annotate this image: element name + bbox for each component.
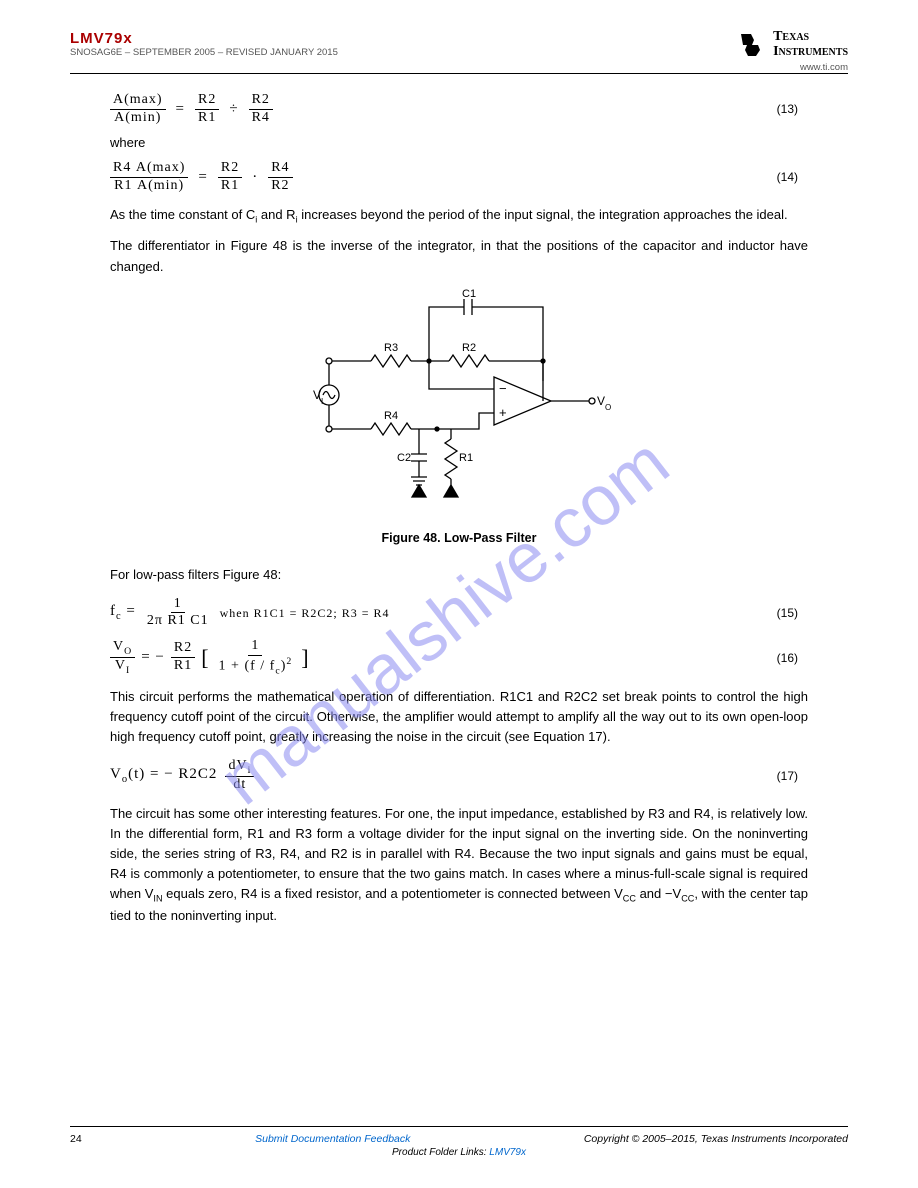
paragraph-4: The circuit has some other interesting f… [110,804,808,926]
eq14-r2: R2 [218,160,242,178]
eq13-lhs-num: A(max) [110,92,166,110]
eq16-eq: = − [141,646,165,669]
eq16-lb: [ [201,641,209,674]
top-header: LMV79x SNOSAG6E – SEPTEMBER 2005 – REVIS… [70,30,848,60]
eq16-vi: VI [112,658,133,677]
eq14-label: (14) [777,168,808,186]
eq15-den: 2π R1 C1 [144,613,212,630]
eq16-rb: ] [301,641,309,674]
eq17-lhs: Vo(t) = − R2C2 [110,763,217,788]
footer: 24 Submit Documentation Feedback Copyrig… [70,1126,848,1158]
ti-logo: Texas Instruments [737,30,848,60]
paragraph-1: As the time constant of Ci and Ri increa… [110,205,808,227]
top-rule [70,73,848,74]
lowpass-intro: For low-pass filters Figure 48: [110,565,808,585]
eq15-lhs: fc = [110,600,136,625]
equation-15: fc = 1 2π R1 C1 when R1C1 = R2C2; R3 = R… [110,596,808,631]
label-c2: C2 [397,452,411,464]
eq16-inner-num: 1 [248,638,262,656]
ti-logo-icon [737,30,767,60]
product-folder-label: Product Folder Links: [392,1147,487,1158]
eq14-r2b: R2 [268,178,292,195]
label-vo: VO [597,394,611,412]
eq14-eq: = [198,166,207,189]
circuit-figure: C1 R3 R2 [110,289,808,519]
eq17-den: dt [230,777,249,794]
footer-row-1: 24 Submit Documentation Feedback Copyrig… [70,1133,848,1145]
eq13-op: ÷ [229,98,238,121]
eq13-lhs-den: A(min) [111,110,164,127]
eq15-num: 1 [171,596,185,614]
page-content: LMV79x SNOSAG6E – SEPTEMBER 2005 – REVIS… [70,30,848,936]
equation-16: VO VI = − R2 R1 [ 1 1 + (f / fc)2 ] (16) [110,638,808,677]
eq16-label: (16) [777,649,808,667]
eq14-den: R1 A(min) [111,178,187,195]
eq13-mid-den: R1 [195,110,219,127]
where-13: where [110,133,808,153]
ti-logo-text: Texas Instruments [773,30,848,59]
header-left: LMV79x SNOSAG6E – SEPTEMBER 2005 – REVIS… [70,30,338,58]
logo-bottom: Instruments [773,45,848,60]
eq16-inner-den: 1 + (f / fc)2 [216,656,296,677]
eq16-vo: VO [110,639,135,659]
eq17-label: (17) [777,767,808,785]
label-r4: R4 [384,410,398,422]
footer-row-2: Product Folder Links: LMV79x [70,1147,848,1158]
circuit-svg: C1 R3 R2 [299,289,619,519]
eq15-cond: when R1C1 = R2C2; R3 = R4 [220,604,390,622]
label-r2: R2 [462,342,476,354]
eq13-rhs-den: R4 [249,110,273,127]
submit-feedback-link[interactable]: Submit Documentation Feedback [255,1133,410,1145]
equation-14: R4 A(max) R1 A(min) = R2 R1 · R4 R2 (14) [110,160,808,195]
logo-top: Texas [773,30,848,45]
eq14-num: R4 A(max) [110,160,188,178]
eq14-r1: R1 [218,178,242,195]
label-vi: VI [313,388,323,406]
copyright: Copyright © 2005–2015, Texas Instruments… [584,1133,848,1145]
label-c1: C1 [462,289,476,300]
equation-17: Vo(t) = − R2C2 dVi dt (17) [110,758,808,794]
eq14-dot: · [252,166,258,189]
eq13-label: (13) [777,100,808,118]
label-r1: R1 [459,452,473,464]
product-link[interactable]: LMV79x [489,1147,526,1158]
header-url: www.ti.com [70,62,848,73]
eq15-label: (15) [777,604,808,622]
opamp-minus: − [499,381,507,396]
body: A(max) A(min) = R2 R1 ÷ R2 R4 (13) where [70,92,848,926]
paragraph-2: The differentiator in Figure 48 is the i… [110,236,808,276]
paragraph-3: This circuit performs the mathematical o… [110,687,808,747]
eq14-r4: R4 [268,160,292,178]
equation-13: A(max) A(min) = R2 R1 ÷ R2 R4 (13) [110,92,808,127]
eq17-num: dVi [225,758,254,778]
eq16-r1: R1 [171,658,195,675]
doc-meta: SNOSAG6E – SEPTEMBER 2005 – REVISED JANU… [70,47,338,58]
opamp-plus: + [499,405,507,420]
eq13-mid-num: R2 [195,92,219,110]
eq16-r2: R2 [171,640,195,658]
part-number: LMV79x [70,30,338,47]
label-r3: R3 [384,342,398,354]
figure-caption: Figure 48. Low-Pass Filter [110,529,808,548]
eq-equals: = [176,98,185,121]
page-number: 24 [70,1133,82,1145]
eq13-rhs-num: R2 [249,92,273,110]
